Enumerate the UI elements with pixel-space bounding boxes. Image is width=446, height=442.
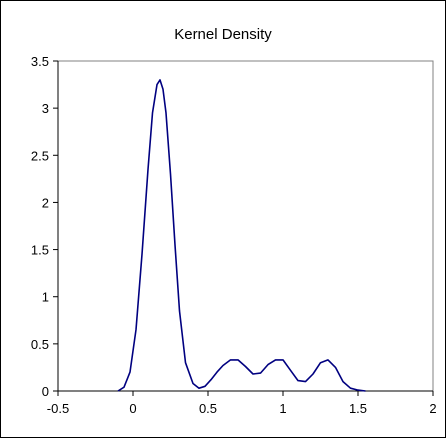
x-tick-label: 0 bbox=[129, 401, 136, 416]
plot-area bbox=[57, 60, 434, 392]
y-tick-label: 1.5 bbox=[31, 243, 49, 258]
density-series-line bbox=[117, 79, 366, 392]
x-tick-label: -0.5 bbox=[47, 401, 69, 416]
x-tick-label: 0.5 bbox=[199, 401, 217, 416]
x-tick-label: 2 bbox=[429, 401, 436, 416]
y-tick-label: 3 bbox=[42, 101, 49, 116]
y-tick-label: 2.5 bbox=[31, 148, 49, 163]
y-tick-label: 3.5 bbox=[31, 54, 49, 69]
x-tick-label: 1.5 bbox=[349, 401, 367, 416]
y-tick-label: 1 bbox=[42, 290, 49, 305]
x-tick-label: 1 bbox=[279, 401, 286, 416]
y-tick-label: 0 bbox=[42, 384, 49, 399]
chart-title: Kernel Density bbox=[174, 26, 272, 43]
y-tick-label: 0.5 bbox=[31, 337, 49, 352]
y-tick-label: 2 bbox=[42, 195, 49, 210]
